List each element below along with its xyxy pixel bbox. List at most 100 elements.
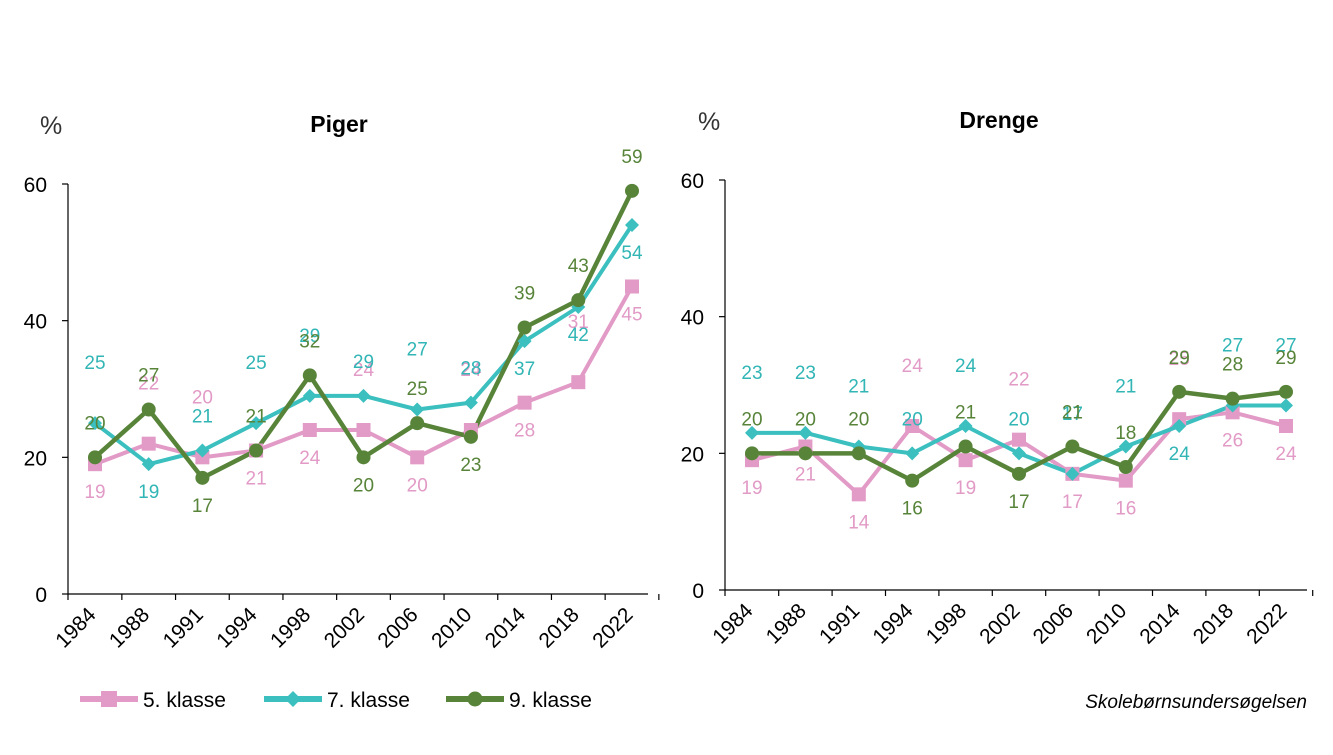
data-point-5-klasse xyxy=(517,395,532,410)
data-label-5-klasse: 24 xyxy=(460,360,482,381)
data-label-7-klasse: 21 xyxy=(192,407,213,428)
data-label-7-klasse: 20 xyxy=(1008,409,1029,430)
data-label-7-klasse: 23 xyxy=(741,363,762,384)
data-label-7-klasse: 28 xyxy=(460,359,481,380)
data-label-9-klasse: 20 xyxy=(84,413,105,434)
data-point-7-klasse xyxy=(463,395,478,410)
data-label-7-klasse: 21 xyxy=(848,377,869,398)
data-label-7-klasse: 25 xyxy=(84,353,105,374)
data-point-7-klasse xyxy=(1012,446,1026,461)
legend-marker-7-klasse xyxy=(285,691,301,707)
data-point-9-klasse xyxy=(1012,466,1026,481)
data-point-9-klasse xyxy=(1279,384,1293,399)
data-label-7-klasse: 23 xyxy=(795,363,816,384)
x-tick-label: 1998 xyxy=(922,599,971,648)
data-point-9-klasse xyxy=(356,450,371,465)
data-label-9-klasse: 18 xyxy=(1115,423,1136,444)
data-point-9-klasse xyxy=(141,402,156,417)
data-point-9-klasse xyxy=(1065,439,1080,454)
data-point-9-klasse xyxy=(463,429,478,444)
data-point-9-klasse xyxy=(1172,384,1187,399)
x-tick-label: 2002 xyxy=(975,599,1024,648)
y-tick-label: 60 xyxy=(681,170,704,193)
chart-panel-piger: Piger% 0 20 40 60 1984 1988 1991 1994 1998 2002 200… xyxy=(24,111,660,653)
data-label-7-klasse: 21 xyxy=(1115,377,1136,398)
data-label-5-klasse: 24 xyxy=(299,448,321,469)
data-label-9-klasse: 29 xyxy=(1169,348,1190,369)
data-point-9-klasse xyxy=(517,320,532,335)
data-point-9-klasse xyxy=(625,183,639,198)
data-label-5-klasse: 24 xyxy=(902,356,924,377)
data-label-5-klasse: 45 xyxy=(621,305,642,326)
legend-label-5-klasse: 5. klasse xyxy=(143,689,226,712)
x-tick-label: 2018 xyxy=(1189,599,1238,648)
data-label-7-klasse: 19 xyxy=(138,482,159,503)
x-tick-label: 2022 xyxy=(1242,599,1291,648)
data-label-9-klasse: 29 xyxy=(1275,348,1296,369)
y-tick-label: 60 xyxy=(24,174,47,197)
data-label-7-klasse: 24 xyxy=(955,356,977,377)
x-tick-label: 2010 xyxy=(427,603,476,652)
legend-marker-5-klasse xyxy=(101,691,117,707)
data-label-5-klasse: 22 xyxy=(1008,370,1029,391)
data-point-5-klasse xyxy=(571,375,586,390)
x-tick-label: 2022 xyxy=(588,603,637,652)
legend: 5. klasse 7. klasse 9. klasse xyxy=(80,689,592,712)
data-point-7-klasse xyxy=(88,416,102,431)
y-tick-label: 20 xyxy=(681,443,704,466)
data-point-9-klasse xyxy=(1118,460,1133,474)
data-label-9-klasse: 20 xyxy=(848,409,869,430)
x-tick-label: 1998 xyxy=(266,603,315,652)
data-label-9-klasse: 59 xyxy=(621,147,642,168)
data-point-9-klasse xyxy=(851,446,866,461)
data-label-5-klasse: 14 xyxy=(848,512,870,533)
data-label-9-klasse: 17 xyxy=(192,496,213,517)
y-tick-label: 40 xyxy=(24,311,47,334)
y-tick-label: 0 xyxy=(692,580,704,603)
data-point-7-klasse xyxy=(905,446,920,461)
x-tick-label: 2014 xyxy=(1135,599,1185,649)
data-point-7-klasse xyxy=(517,334,532,349)
x-tick-label: 1984 xyxy=(708,599,758,649)
chart-title: Drenge xyxy=(959,107,1038,133)
y-tick-label: 0 xyxy=(35,584,47,607)
data-point-9-klasse xyxy=(798,446,813,461)
data-point-7-klasse xyxy=(195,443,210,458)
data-label-5-klasse: 21 xyxy=(795,465,816,486)
data-label-7-klasse: 29 xyxy=(299,326,320,347)
data-point-7-klasse xyxy=(1118,439,1133,454)
data-label-9-klasse: 25 xyxy=(407,379,428,400)
data-label-7-klasse: 54 xyxy=(621,243,643,264)
data-point-5-klasse xyxy=(851,487,866,502)
data-label-9-klasse: 28 xyxy=(1222,355,1243,376)
x-tick-label: 2006 xyxy=(373,603,422,652)
data-label-5-klasse: 21 xyxy=(246,469,267,490)
data-point-7-klasse xyxy=(798,425,813,440)
data-point-5-klasse xyxy=(1279,419,1293,433)
data-label-9-klasse: 32 xyxy=(299,331,320,352)
data-point-7-klasse xyxy=(410,402,425,417)
legend-marker-9-klasse xyxy=(467,691,483,707)
data-label-5-klasse: 17 xyxy=(1062,492,1083,513)
data-point-5-klasse xyxy=(356,423,371,437)
data-label-7-klasse: 25 xyxy=(246,353,267,374)
data-point-7-klasse xyxy=(1065,466,1080,481)
data-point-7-klasse xyxy=(958,419,973,433)
legend-label-9-klasse: 9. klasse xyxy=(509,689,592,712)
data-point-5-klasse xyxy=(1118,473,1133,488)
x-tick-label: 1988 xyxy=(105,603,154,652)
data-label-5-klasse: 19 xyxy=(84,482,105,503)
data-label-5-klasse: 19 xyxy=(741,478,762,499)
data-point-7-klasse xyxy=(1172,419,1187,433)
data-label-5-klasse: 22 xyxy=(138,374,159,395)
data-label-7-klasse: 20 xyxy=(902,409,923,430)
data-point-5-klasse xyxy=(905,419,920,433)
data-label-5-klasse: 19 xyxy=(955,478,976,499)
data-label-7-klasse: 42 xyxy=(568,325,589,346)
x-tick-label: 1991 xyxy=(815,599,864,648)
data-label-5-klasse: 28 xyxy=(514,421,535,442)
data-point-9-klasse xyxy=(745,446,759,461)
data-point-9-klasse xyxy=(88,450,102,465)
